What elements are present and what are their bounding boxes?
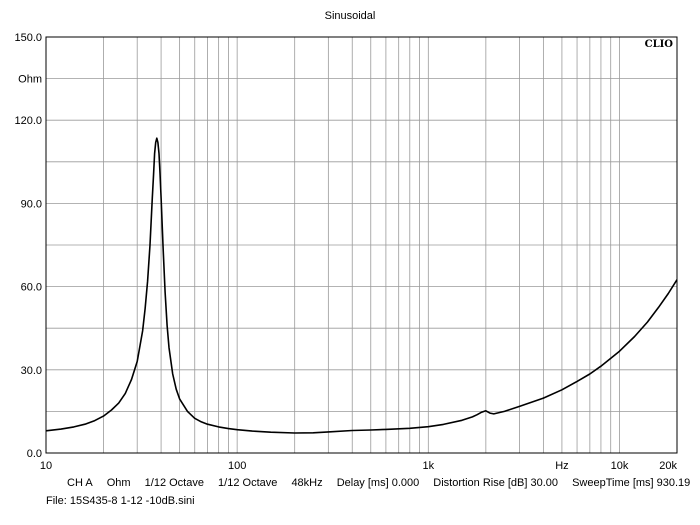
- delay-label: Delay [ms] 0.000: [336, 477, 420, 489]
- y-tick-label: 60.0: [21, 282, 42, 294]
- y-axis-unit: Ohm: [18, 74, 42, 86]
- sample-rate-label: 48kHz: [291, 477, 323, 489]
- unit-label: Ohm: [106, 477, 131, 489]
- chart-title: Sinusoidal: [324, 10, 376, 22]
- sweep-time-label: SweepTime [ms] 930.19: [572, 477, 691, 489]
- clio-logo: CLIO: [645, 39, 674, 50]
- file-name: File: 15S435-8 1-12 -10dB.sini: [46, 495, 195, 507]
- channel-label: CH A: [67, 477, 93, 489]
- plot-frame: [45, 36, 678, 454]
- y-tick-label: 120.0: [14, 115, 42, 127]
- resolution-label: 1/12 Octave: [218, 477, 278, 489]
- y-tick-label: 150.0: [14, 32, 42, 44]
- x-tick-label: 1k: [422, 460, 434, 472]
- y-tick-label: 30.0: [21, 365, 42, 377]
- impedance-curve: [45, 137, 678, 434]
- x-tick-label: 20k: [659, 460, 677, 472]
- y-tick-label: 90.0: [21, 198, 42, 210]
- x-axis-unit: Hz: [555, 460, 568, 472]
- y-axis-ticks: 150.0 120.0 90.0 60.0 30.0 0.0: [14, 32, 42, 460]
- series-group: [45, 137, 678, 434]
- x-tick-label: 10: [40, 460, 52, 472]
- x-tick-label: 10k: [611, 460, 629, 472]
- measurement-settings: CH A Ohm 1/12 Octave 1/12 Octave 48kHz D…: [67, 477, 700, 489]
- grid-lines: [46, 37, 677, 453]
- y-tick-label: 0.0: [27, 448, 42, 460]
- distortion-rise-label: Distortion Rise [dB] 30.00: [433, 477, 559, 489]
- x-axis-ticks: 10 100 1k 10k 20k: [40, 460, 678, 472]
- smoothing-label: 1/12 Octave: [144, 477, 204, 489]
- x-tick-label: 100: [228, 460, 246, 472]
